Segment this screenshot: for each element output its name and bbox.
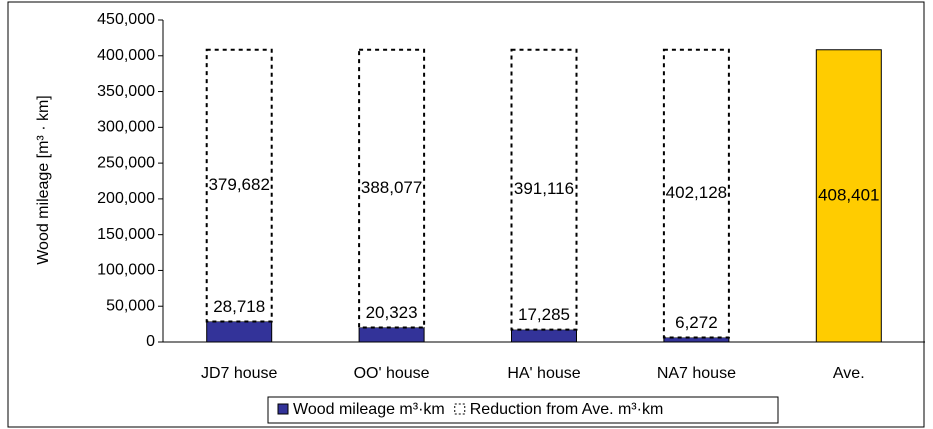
- value-label: 28,718: [213, 297, 265, 316]
- y-tick-label: 400,000: [97, 47, 155, 64]
- value-label: 388,077: [361, 178, 422, 197]
- reduction-bar: [510, 48, 578, 331]
- legend-label: Wood mileage m³·km: [293, 401, 445, 418]
- bar: [511, 329, 577, 343]
- legend-swatch: [454, 403, 466, 415]
- x-tick-label: Ave.: [833, 365, 865, 382]
- bar: [206, 320, 273, 343]
- y-tick-label: 350,000: [97, 83, 155, 100]
- legend-box: [267, 396, 779, 424]
- y-tick-label: 150,000: [97, 226, 155, 243]
- reduction-bar: [205, 48, 273, 323]
- bar: [815, 49, 882, 343]
- x-tick-label: HA' house: [507, 365, 580, 382]
- y-tick-label: 300,000: [97, 119, 155, 136]
- x-tick-label: JD7 house: [201, 365, 278, 382]
- y-tick-label: 250,000: [97, 154, 155, 171]
- reduction-bar: [358, 48, 426, 329]
- value-label: 6,272: [675, 313, 718, 332]
- value-label: 17,285: [518, 305, 570, 324]
- legend-swatch: [277, 403, 289, 415]
- reduction-bar: [662, 48, 730, 339]
- y-tick-label: 450,000: [97, 11, 155, 28]
- value-label: 379,682: [208, 175, 269, 194]
- chart-border: [7, 1, 925, 428]
- bar: [358, 326, 425, 343]
- value-label: 408,401: [818, 185, 879, 204]
- legend-label: Reduction from Ave. m³·km: [470, 401, 664, 418]
- y-tick-label: 100,000: [97, 262, 155, 279]
- x-tick-label: NA7 house: [657, 365, 736, 382]
- value-label: 402,128: [666, 183, 727, 202]
- y-tick-label: 50,000: [106, 297, 155, 314]
- y-axis-label: Wood mileage [m³ · km]: [35, 95, 52, 265]
- y-tick-label: 200,000: [97, 190, 155, 207]
- x-tick-label: OO' house: [354, 365, 430, 382]
- value-label: 391,116: [514, 179, 574, 198]
- value-label: 20,323: [366, 303, 418, 322]
- y-tick-label: 0: [146, 333, 155, 350]
